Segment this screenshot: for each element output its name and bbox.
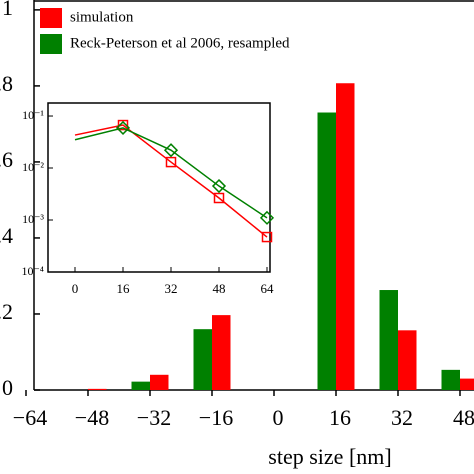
marker xyxy=(261,231,273,243)
legend-label: Reck-Peterson et al 2006, resampled xyxy=(70,35,290,51)
marker xyxy=(165,156,177,168)
marker xyxy=(259,210,275,225)
inset-x-tick-label: 0 xyxy=(72,281,79,296)
line xyxy=(74,127,268,219)
x-tick-label: −64 xyxy=(13,405,47,430)
inset-x-tick-label: 48 xyxy=(213,281,226,296)
x-tick-label: 0 xyxy=(273,405,284,430)
y-tick-label: 0.4 xyxy=(0,223,13,248)
bar xyxy=(441,369,460,390)
bar xyxy=(317,112,336,390)
inset-x-tick-label: 64 xyxy=(261,281,275,296)
y-tick-label: 0.6 xyxy=(0,147,13,172)
legend-swatch xyxy=(40,8,62,28)
bar xyxy=(212,315,231,390)
legend-label: simulation xyxy=(70,9,134,25)
inset-y-tick-label: 10⁻³ xyxy=(22,212,44,226)
y-tick-label: 0 xyxy=(2,375,13,400)
bar xyxy=(150,374,169,390)
bar xyxy=(379,290,398,390)
x-tick-label: −16 xyxy=(199,405,233,430)
bar xyxy=(88,388,107,390)
inset-frame xyxy=(47,102,271,273)
inset-x-tick-label: 16 xyxy=(117,281,131,296)
x-axis-title: step size [nm] xyxy=(268,444,391,469)
bar xyxy=(131,381,150,390)
bar xyxy=(460,378,474,390)
marker xyxy=(211,178,227,194)
y-tick-label: 0.8 xyxy=(0,71,13,96)
marker xyxy=(213,192,225,204)
y-tick-label: 1 xyxy=(2,0,13,20)
x-tick-label: 32 xyxy=(391,405,413,430)
marker xyxy=(117,119,129,131)
marker xyxy=(163,143,179,158)
x-tick-label: 48 xyxy=(453,405,474,430)
legend-swatch xyxy=(40,34,62,54)
bar xyxy=(336,83,355,391)
marker xyxy=(115,120,131,135)
bar xyxy=(398,330,417,390)
inset-y-tick-label: 10⁻¹ xyxy=(22,108,44,122)
x-tick-label: −48 xyxy=(75,405,109,430)
inset-y-tick-label: 10⁻⁴ xyxy=(21,264,44,278)
x-tick-label: −32 xyxy=(137,405,171,430)
x-tick-label: 16 xyxy=(329,405,351,430)
inset-x-tick-label: 32 xyxy=(165,281,178,296)
inset-y-tick-label: 10⁻² xyxy=(22,160,44,174)
bar xyxy=(193,329,212,390)
y-tick-label: 0.2 xyxy=(0,299,13,324)
line xyxy=(74,124,268,238)
